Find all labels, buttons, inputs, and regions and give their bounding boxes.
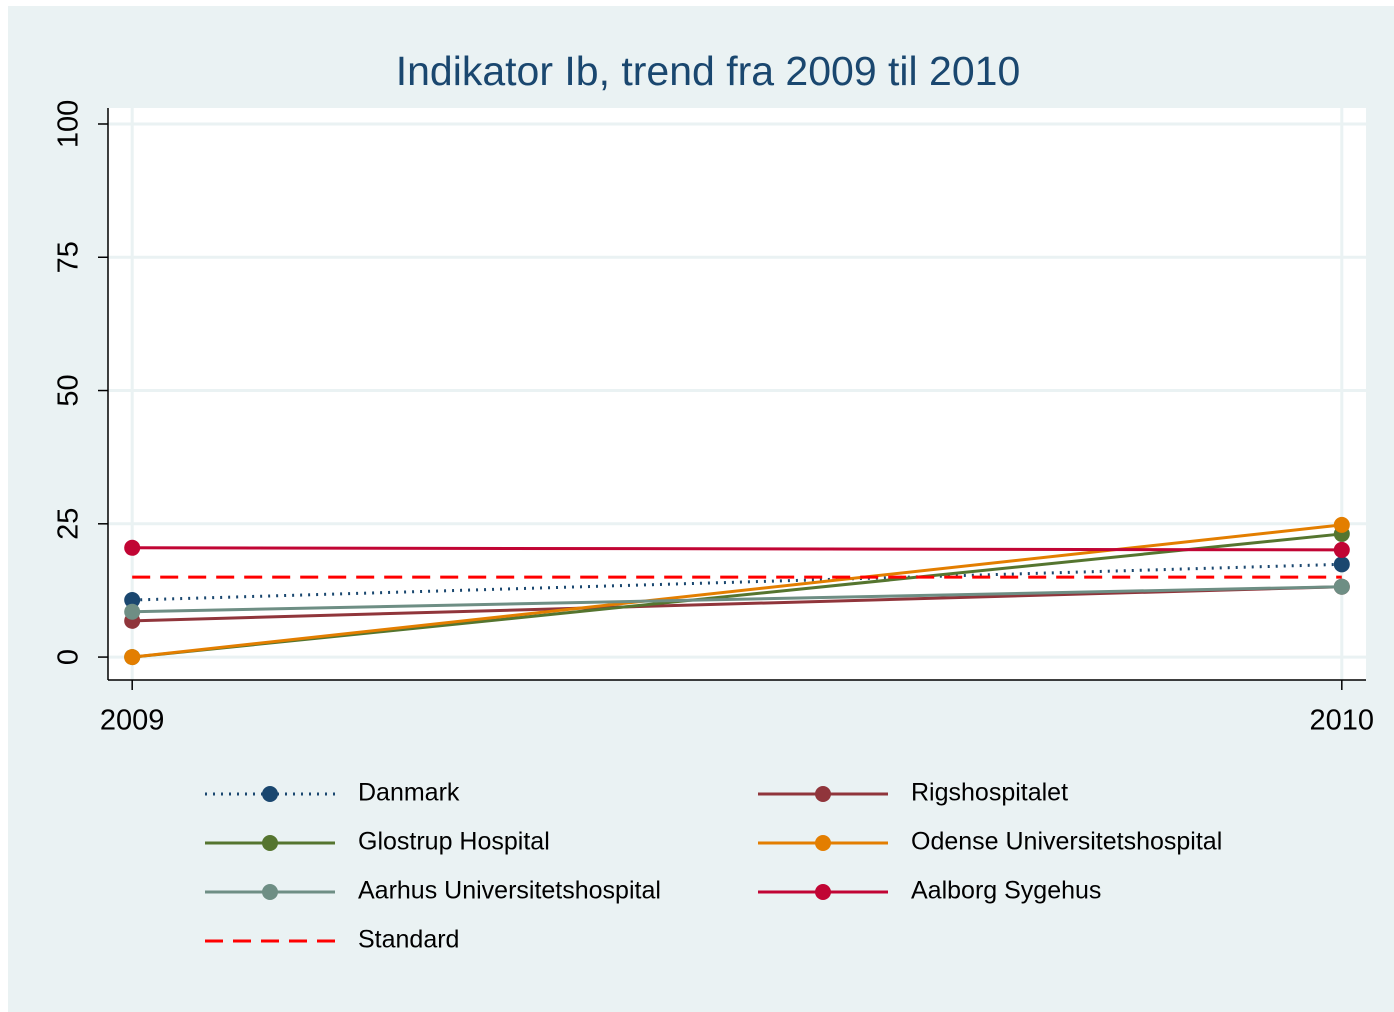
series-marker xyxy=(1333,516,1350,533)
series-line xyxy=(132,546,1342,552)
y-tick-label: 75 xyxy=(53,241,85,273)
y-tick-label: 0 xyxy=(53,649,85,665)
y-tick-label: 25 xyxy=(53,508,85,540)
plot-area xyxy=(108,108,1366,680)
series-marker xyxy=(1333,578,1350,595)
legend-marker xyxy=(262,884,278,900)
x-tick-label: 2010 xyxy=(1310,705,1375,737)
series-marker xyxy=(124,649,141,666)
legend-label: Rigshospitalet xyxy=(911,779,1068,807)
legend-label: Danmark xyxy=(358,779,460,807)
legend-label: Aalborg Sygehus xyxy=(911,877,1101,905)
x-tick-label: 2009 xyxy=(100,705,165,737)
y-tick-label: 50 xyxy=(53,374,85,406)
y-tick-label: 100 xyxy=(53,100,85,148)
series-line xyxy=(132,585,1342,623)
legend-label: Standard xyxy=(358,926,459,954)
legend-label: Glostrup Hospital xyxy=(358,828,550,856)
legend-label: Odense Universitetshospital xyxy=(911,828,1222,856)
series-marker xyxy=(124,592,141,609)
series-line xyxy=(132,532,1342,659)
series-marker xyxy=(124,603,141,620)
chart-title: Indikator Ib, trend fra 2009 til 2010 xyxy=(396,48,1021,94)
series-marker xyxy=(1333,556,1350,573)
series-line xyxy=(132,562,1342,602)
series-marker xyxy=(124,539,141,556)
legend-label: Aarhus Universitetshospital xyxy=(358,877,661,905)
series-line xyxy=(132,585,1342,614)
legend-marker xyxy=(262,786,278,802)
legend-marker xyxy=(815,884,831,900)
legend-marker xyxy=(815,786,831,802)
legend-marker xyxy=(262,835,278,851)
series-line xyxy=(132,523,1342,659)
legend-marker xyxy=(815,835,831,851)
series-marker xyxy=(1333,541,1350,558)
